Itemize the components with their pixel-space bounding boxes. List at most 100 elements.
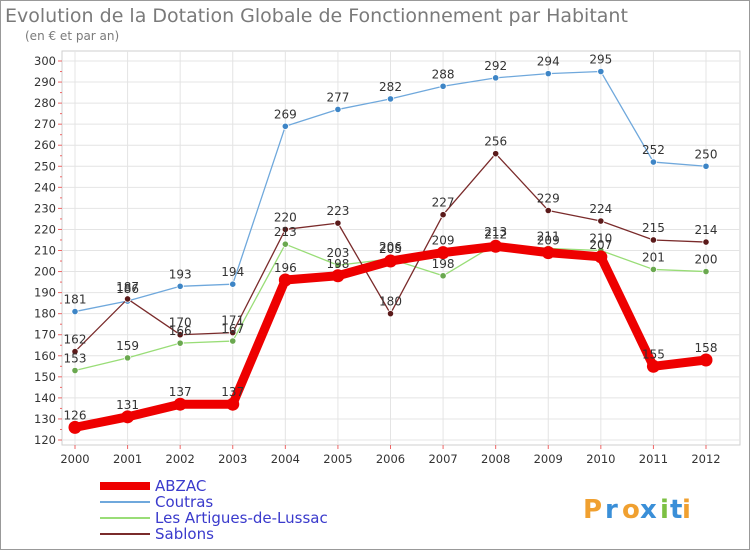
data-point	[229, 329, 237, 337]
data-label: 250	[695, 147, 718, 161]
data-point	[649, 265, 658, 274]
y-tick-label: 120	[34, 433, 56, 447]
data-point	[334, 219, 342, 227]
logo-letter: i	[660, 495, 669, 525]
data-label: 256	[484, 135, 507, 149]
data-label: 198	[326, 257, 349, 271]
data-point	[544, 70, 552, 78]
data-label: 292	[484, 59, 507, 73]
chart-subtitle: (en € et par an)	[25, 29, 119, 43]
data-label: 269	[274, 107, 297, 121]
data-point	[597, 67, 605, 76]
data-label: 155	[642, 347, 665, 361]
legend-item: Les Artigues-de-Lussac	[100, 509, 328, 527]
data-point	[439, 82, 447, 90]
data-label: 210	[589, 232, 612, 246]
data-label: 252	[642, 143, 665, 157]
data-point	[173, 397, 187, 411]
x-tick-label: 2008	[481, 452, 510, 466]
data-label: 207	[589, 238, 612, 252]
legend-label: Coutras	[155, 493, 213, 511]
legend-label: ABZAC	[155, 477, 206, 495]
data-point	[226, 397, 240, 411]
y-tick-label: 280	[34, 96, 56, 110]
data-labels: 153 159 166 167 213 203 206 198 213 211 210 201 200 1…	[64, 53, 718, 423]
legend-item: ABZAC	[100, 477, 206, 495]
data-label: 137	[169, 385, 192, 399]
data-label: 212	[484, 227, 507, 241]
data-point	[229, 337, 237, 345]
y-tick-label: 170	[34, 328, 56, 342]
series-group	[68, 67, 713, 434]
data-label: 206	[379, 240, 402, 254]
legend-label: Sablons	[155, 525, 214, 543]
data-label: 201	[642, 250, 665, 264]
data-label: 131	[116, 398, 139, 412]
logo-letter: i	[682, 495, 691, 525]
legend-item: Coutras	[100, 493, 213, 511]
logo-letter: r	[605, 495, 618, 525]
data-label: 288	[432, 67, 455, 81]
data-point	[436, 246, 450, 260]
data-label: 159	[116, 339, 139, 353]
data-label: 220	[274, 210, 297, 224]
data-point	[384, 254, 397, 268]
data-label: 167	[221, 322, 244, 336]
data-point	[597, 217, 605, 225]
data-point	[334, 261, 342, 269]
data-point	[281, 240, 289, 248]
data-point	[71, 307, 79, 316]
y-tick-label: 180	[34, 307, 56, 321]
data-point	[489, 239, 503, 253]
data-label: 196	[274, 261, 297, 275]
logo-letter: o	[622, 495, 640, 525]
data-label: 137	[221, 385, 244, 399]
data-label: 126	[64, 408, 87, 422]
data-label: 209	[432, 234, 455, 248]
data-point	[492, 150, 500, 158]
data-label: 211	[537, 229, 560, 243]
data-label: 229	[537, 191, 560, 205]
data-point	[331, 269, 345, 283]
data-label: 213	[484, 225, 507, 239]
data-label: 223	[326, 204, 349, 218]
data-label: 158	[695, 341, 718, 355]
y-tick-label: 240	[34, 180, 56, 194]
data-label: 162	[64, 333, 87, 347]
y-tick-label: 130	[34, 412, 56, 426]
data-point	[649, 158, 658, 166]
data-label: 277	[326, 90, 349, 104]
data-point	[176, 339, 184, 347]
x-tick-label: 2006	[376, 452, 405, 466]
data-label: 153	[64, 352, 87, 366]
data-point	[699, 353, 713, 367]
x-tick-label: 2002	[166, 452, 195, 466]
data-label: 227	[432, 196, 455, 210]
data-point	[439, 211, 447, 219]
x-tick-label: 2011	[639, 452, 668, 466]
data-label: 224	[589, 202, 612, 216]
data-label: 193	[169, 267, 192, 281]
data-label: 215	[642, 221, 665, 235]
data-point	[176, 282, 184, 290]
data-point	[68, 420, 82, 434]
x-tick-label: 2001	[113, 452, 142, 466]
data-point	[702, 162, 710, 170]
data-label: 209	[537, 234, 560, 248]
data-point	[121, 410, 135, 424]
x-tick-label: 2005	[323, 452, 352, 466]
data-label: 186	[116, 282, 139, 296]
data-point	[492, 74, 500, 82]
data-point	[281, 225, 289, 234]
chart-title: Evolution de la Dotation Globale de Fonc…	[5, 5, 628, 27]
data-label: 194	[221, 265, 244, 279]
data-label: 203	[326, 246, 349, 260]
x-tick-label: 2009	[534, 452, 563, 466]
data-point	[281, 122, 289, 130]
y-tick-label: 150	[34, 370, 56, 384]
y-tick-label: 250	[34, 159, 56, 173]
data-label: 171	[221, 314, 244, 328]
data-label: 170	[169, 316, 192, 330]
data-label: 180	[379, 295, 402, 309]
